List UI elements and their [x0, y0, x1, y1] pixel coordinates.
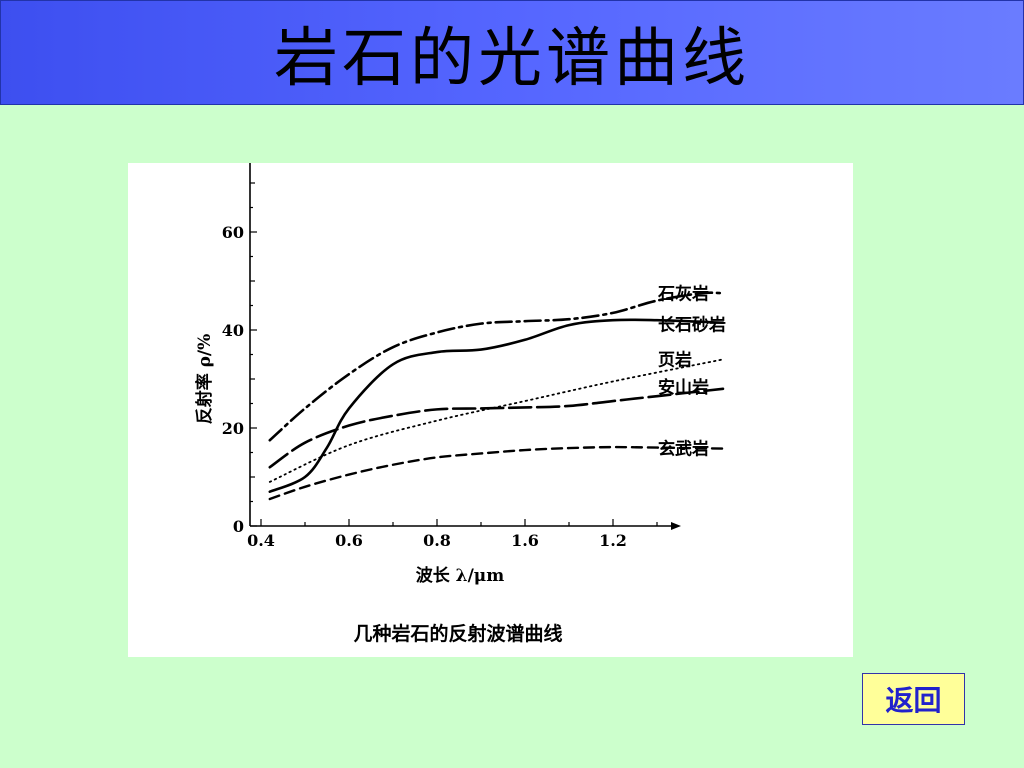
y-tick-label: 20: [222, 419, 244, 438]
series-line-1: [268, 318, 725, 493]
back-button[interactable]: 返回: [862, 673, 965, 725]
y-tick-label: 0: [233, 517, 244, 536]
reflectance-chart: 0 20 40 60 0.4 0.6 0.8 1.6 1.2 波长 λ/μm 反射率 ρ/% 石灰岩长…: [194, 163, 726, 586]
series-label-0: 石灰岩: [657, 283, 709, 304]
y-tick-label: 40: [222, 321, 244, 340]
series-label-3: 安山岩: [658, 377, 709, 398]
x-axis-arrow: [671, 522, 681, 530]
x-tick-label: 0.4: [247, 531, 275, 550]
series-label-4: 玄武岩: [658, 439, 709, 460]
chart-caption: 几种岩石的反射波谱曲线: [353, 623, 563, 645]
series-label-1: 长石砂岩: [658, 315, 726, 336]
x-tick-label: 0.8: [423, 531, 451, 550]
x-tick-label: 0.6: [335, 531, 363, 550]
y-axis-label: 反射率 ρ/%: [194, 334, 215, 425]
x-tick-label: 1.2: [599, 531, 627, 550]
series-line-4: [268, 445, 725, 501]
x-tick-label: 1.6: [511, 531, 539, 550]
series-line-2: [268, 358, 724, 483]
chart-figure: 0 20 40 60 0.4 0.6 0.8 1.6 1.2 波长 λ/μm 反射率 ρ/% 石灰岩长…: [128, 163, 853, 657]
x-axis-label: 波长 λ/μm: [416, 565, 504, 586]
series-line-3: [268, 387, 725, 469]
page-title: 岩石的光谱曲线: [274, 21, 750, 96]
y-tick-label: 60: [222, 223, 244, 242]
series-line-0: [268, 291, 725, 442]
series-label-2: 页岩: [658, 349, 692, 370]
title-bar: 岩石的光谱曲线: [0, 0, 1024, 105]
